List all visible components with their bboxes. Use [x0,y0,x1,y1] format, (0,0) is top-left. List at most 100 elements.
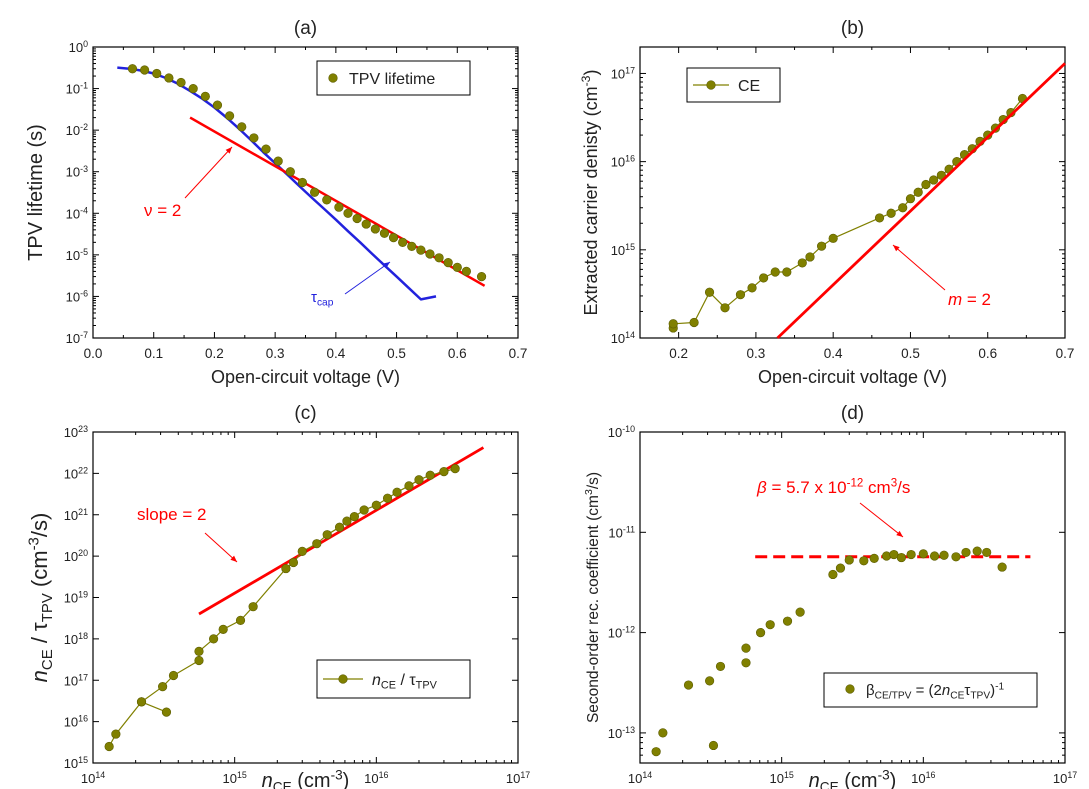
data-point [921,179,931,190]
data-point [874,213,885,223]
tick-label: 0.4 [824,346,843,361]
tick-label: 0.2 [205,346,224,361]
legend-marker [338,674,348,684]
text-part: 10 [64,673,78,688]
text-part: -13 [622,725,635,735]
data-point [828,233,838,243]
data-point [352,213,362,224]
text-part: -4 [80,205,88,215]
tick-label: 0.5 [901,346,920,361]
legend-label: nCE / τTPV [372,672,438,692]
data-point [835,563,846,573]
text-part: 19 [78,590,88,600]
legend-marker [328,73,338,83]
text-part: 0 [83,39,88,49]
data-point [755,628,766,638]
data-point [881,551,892,561]
text-part: = 2 [962,290,991,309]
data-point [683,680,694,690]
data-point [869,553,879,563]
data-point [127,64,138,74]
text-part: n [809,770,820,789]
data-point [658,728,668,738]
text-part: CE [273,779,292,789]
data-point [425,249,435,259]
legend-box [316,60,471,96]
tick-label: 10-6 [66,288,88,304]
text-part: β [866,682,875,699]
data-point [398,237,408,247]
text-part: ) [343,770,350,789]
text-part: 18 [78,631,88,641]
data-point [218,624,228,634]
data-point [906,549,916,560]
annotation-m: m = 2 [948,290,991,309]
tick-label: 0.1 [144,346,163,361]
text-part: 3 [583,489,595,495]
data-point [913,187,923,197]
tick-label: 10-4 [66,205,88,221]
tick-label: 10-2 [66,122,88,138]
text-part: 15 [784,770,794,780]
annotation-beta: β = 5.7 x 10-12 cm3/s [756,478,910,497]
data-point [961,547,971,558]
text-part: (cm [27,550,52,593]
text-part: n [942,682,950,699]
data-point [476,271,487,282]
text-part: 15 [625,242,635,252]
data-point [425,470,435,480]
data-point [361,219,371,229]
text-part: -7 [80,330,88,340]
text-part: 10 [911,771,925,786]
data-point [805,252,815,262]
panel-title: (a) [294,18,317,39]
plot-frame [639,46,1066,339]
data-point [416,245,426,255]
text-part: ) [581,70,601,76]
panel-title: (b) [841,18,864,39]
tick-label: 0.7 [509,346,528,361]
tick-label: 1015 [223,770,247,786]
data-point [708,740,719,751]
text-part: m [948,290,962,309]
data-point [414,475,424,485]
tick-label: 0.6 [448,346,467,361]
text-part: 16 [379,770,389,780]
data-point [759,273,769,283]
data-point [136,697,147,707]
text-part: Second-order rec. coefficient (cm [585,495,602,723]
text-part: ν = 2 [144,201,181,220]
text-part: 10 [64,591,78,606]
text-part: 10 [66,331,80,346]
data-point [382,493,393,503]
text-part: -3 [878,767,890,782]
text-part: 17 [625,66,635,76]
annotation-slope: slope = 2 [137,505,206,524]
data-point [951,552,961,562]
tick-label: 1017 [506,770,530,786]
tick-label: 1016 [911,770,935,786]
data-point [983,130,993,140]
text-part: / τ [27,622,52,649]
text-part: 15 [78,755,88,765]
data-point [111,729,121,739]
text-part: 10 [64,549,78,564]
tick-label: 1019 [64,590,88,606]
data-point [651,747,661,757]
data-point [158,682,168,692]
text-part: 16 [78,714,88,724]
data-point [342,516,352,526]
data-point [343,208,353,218]
data-point [212,100,223,110]
tick-label: 0.7 [1056,346,1075,361]
data-point [741,658,751,668]
text-part: 10 [1053,771,1067,786]
data-point [720,303,730,313]
text-part: TPV [39,593,56,622]
data-point [704,287,715,297]
text-part: 10 [770,771,784,786]
text-part: TPV [416,680,438,692]
text-part: 10 [81,771,95,786]
text-part: -2 [80,122,88,132]
